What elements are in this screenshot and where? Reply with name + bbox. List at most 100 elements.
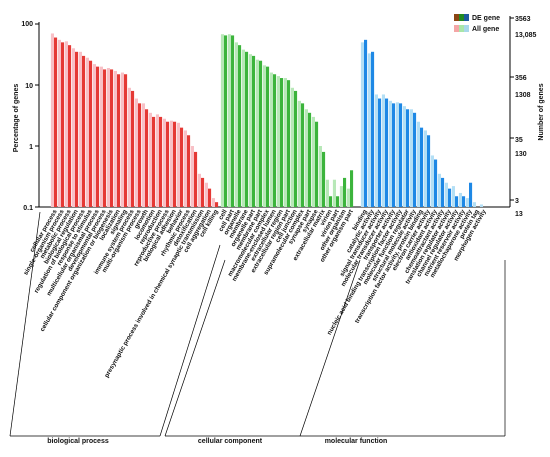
group-bracket-diag (299, 259, 361, 437)
bar-de-regulation-of-biological-process (82, 55, 86, 208)
bar-all-organelle-part (248, 54, 252, 207)
bar-de-biological-regulation (75, 51, 79, 208)
legend-swatch-de-3 (464, 14, 469, 21)
bar-de-organelle-part (252, 55, 256, 208)
legend: DE gene All gene (454, 14, 500, 33)
bar-all-rhythmic-process (183, 130, 187, 207)
bar-all-reproduction (155, 114, 159, 207)
bar-all-transporter-activity (388, 100, 392, 207)
bar-all-cell-junction (290, 87, 294, 207)
bar-all-electron-carrier-activity (423, 130, 427, 207)
group-label-cellular-component: cellular component (198, 438, 263, 445)
bar-de-transcription-factor-activity-protein-binding (420, 127, 424, 207)
bar-de-immune-system-process (131, 90, 135, 207)
bar-de-detoxification (194, 151, 198, 207)
bar-de-locomotion (152, 116, 156, 207)
bar-all-membrane-part (255, 59, 259, 207)
bar-all-virion-part (332, 179, 336, 207)
bar-all-chemoattractant-activity (437, 173, 441, 207)
bar-all-reproductive-process (162, 118, 166, 207)
bar-de-chemoattractant-activity (441, 177, 445, 207)
bar-de-biological-adhesion (173, 121, 177, 207)
bar-all-biological-regulation (71, 48, 75, 208)
group-bracket-diag (164, 259, 226, 437)
bar-de-reproductive-process (166, 121, 170, 207)
legend-swatch-all-2 (459, 25, 464, 32)
bar-all-membrane-enclosed-lumen (269, 72, 273, 208)
bar-de-signaling (124, 74, 128, 208)
bar-de-extracellular-region (280, 78, 284, 207)
bar-de-multicellular-organismal-process (96, 66, 100, 207)
bar-de-other-organism-part (350, 170, 354, 207)
bar-all-biological-adhesion (169, 120, 173, 207)
bar-de-binding (364, 39, 368, 207)
group-bracket-diag (159, 244, 221, 437)
bar-all-antioxidant-activity (430, 155, 434, 207)
bar-all-binding (360, 42, 364, 208)
bar-all-locomotion (148, 112, 152, 207)
bar-de-presynaptic-process-involved-in-chemical-synaptic-transmission (201, 177, 205, 207)
bar-all-nucleic-acid-binding-transcription-factor-activity (395, 102, 399, 207)
bar-de-extracellular-matrix (322, 151, 326, 207)
legend-label-all: All gene (472, 26, 499, 33)
bar-de-virion-part (336, 196, 340, 207)
y2-tick-de: 3563 (515, 16, 531, 23)
bar-de-electron-carrier-activity (427, 135, 431, 207)
bar-de-virion (329, 196, 333, 207)
bar-de-membrane-part (259, 60, 263, 207)
bar-de-cell-part (231, 35, 235, 207)
bar-all-channel-regulator-activity (451, 186, 455, 207)
bar-all-detoxification (190, 146, 194, 207)
bar-de-metabolic-process (68, 45, 72, 207)
bar-all-translation-regulator-activity (444, 182, 448, 207)
y2-tick-de: 356 (515, 75, 527, 82)
bar-all-catalytic-activity (367, 53, 371, 207)
bar-layer (50, 33, 483, 208)
bar-all-protein-tag (472, 202, 476, 207)
y-tick-label: 100 (21, 21, 33, 28)
bar-all-multicellular-organismal-process (92, 64, 96, 207)
bar-de-supramolecular-complex (301, 103, 305, 207)
bar-de-cell-junction (294, 90, 298, 207)
bar-de-signal-transducer-activity (378, 98, 382, 207)
bar-all-multi-organism-process (134, 98, 138, 207)
y-tick-label: 1 (29, 144, 33, 151)
bar-de-cell-killing (215, 202, 219, 207)
bar-de-multi-organism-process (138, 103, 142, 207)
bar-de-structural-molecule-activity (413, 112, 417, 207)
bar-de-cellular-process (54, 37, 58, 207)
bar-de-other-organism (343, 177, 347, 207)
bar-all-organelle (234, 42, 238, 208)
group-bracket-diag (9, 211, 41, 437)
bar-all-developmental-process (99, 66, 103, 207)
bar-de-cell (224, 35, 228, 207)
bar-de-organelle (238, 45, 242, 207)
bar-de-synapse-part (308, 112, 312, 207)
bar-de-localization (117, 74, 121, 208)
bar-all-signal-transducer-activity (374, 94, 378, 207)
group-label-molecular-function: molecular function (325, 438, 388, 445)
bar-all-other-organism (339, 186, 343, 207)
bar-de-reproduction (159, 116, 163, 207)
y2-tick-all: 13,085 (515, 32, 537, 39)
bar-all-presynaptic-process-involved-in-chemical-synaptic-transmission (197, 173, 201, 207)
bar-de-molecular-transducer-activity (385, 98, 389, 207)
bar-de-single-organism-process (61, 42, 65, 208)
legend-label-de: DE gene (472, 15, 500, 22)
bar-all-transcription-factor-activity-protein-binding (416, 121, 420, 207)
bar-de-rhythmic-process (187, 135, 191, 207)
y-tick-label: 10 (25, 83, 33, 90)
bar-de-membrane (245, 51, 249, 208)
legend-swatch-all-1 (454, 25, 459, 32)
bar-de-response-to-stimulus (89, 60, 93, 207)
y-left-ticks: 100 10 1 0.1 (21, 21, 39, 212)
bar-de-transporter-activity (392, 103, 396, 207)
bar-all-cell-part (227, 34, 231, 208)
bar-all-molecular-transducer-activity (381, 94, 385, 207)
bar-all-cell-killing (211, 198, 215, 207)
bar-all-growth (141, 103, 145, 207)
bar-de-extracellular-region-part (287, 80, 291, 207)
bar-all-other-organism-part (346, 188, 350, 207)
